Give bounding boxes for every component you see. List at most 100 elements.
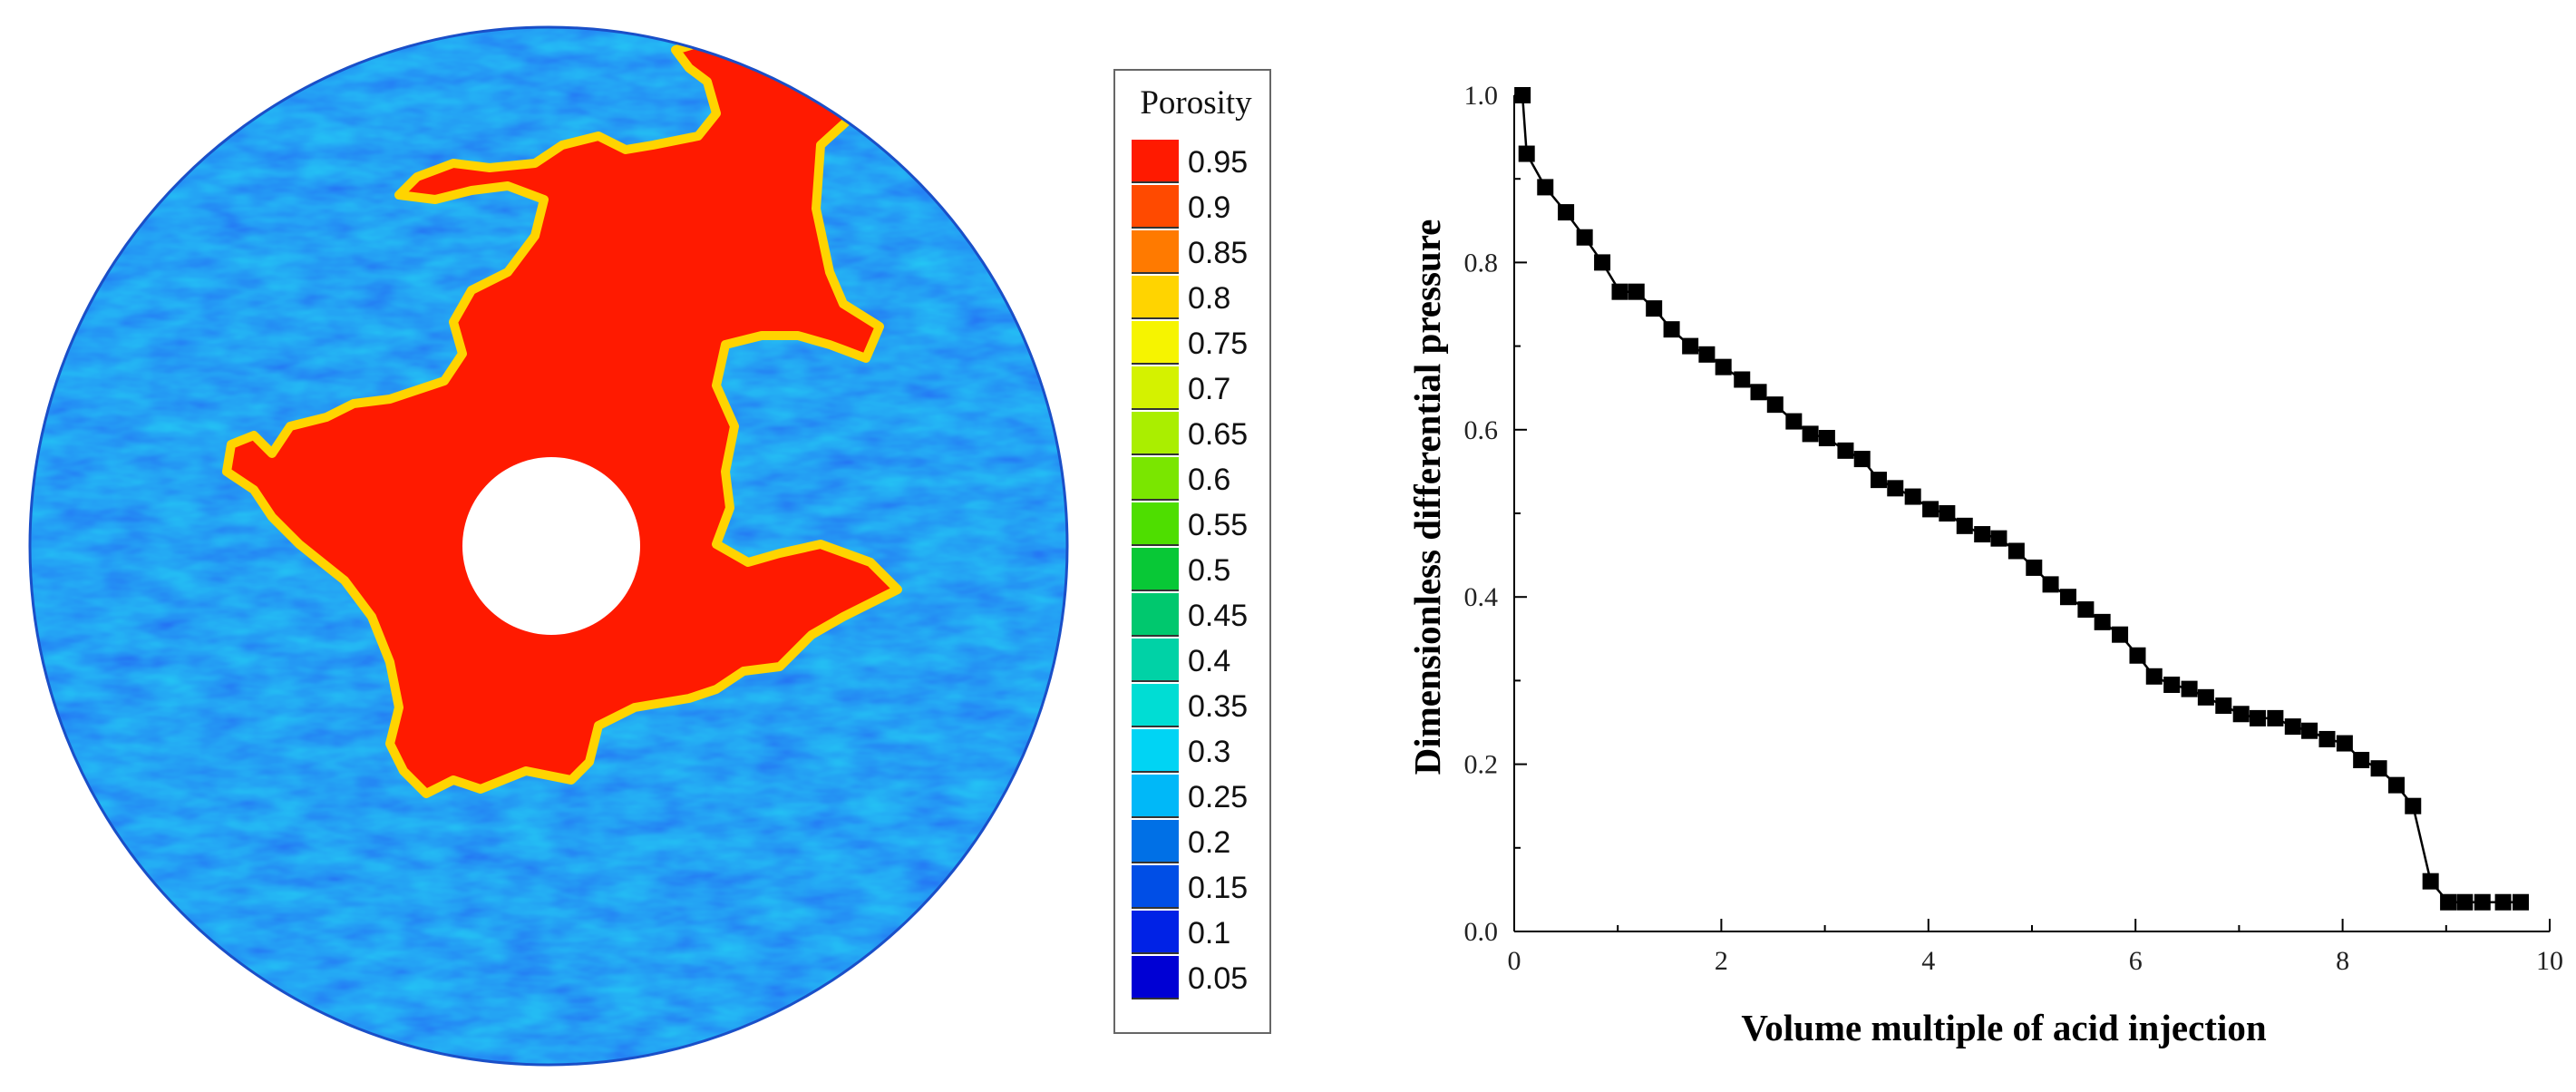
legend-entry: 0.4 [1132,639,1268,682]
legend-swatch [1132,775,1179,818]
data-point [2336,735,2353,752]
data-point [1537,179,1554,196]
legend-entry: 0.45 [1132,593,1268,637]
y-tick-label: 0.2 [1464,750,1499,780]
data-point [2387,776,2405,794]
data-point [2370,760,2387,777]
porosity-disk-plot [28,25,1069,1067]
legend-label: 0.2 [1188,825,1231,860]
legend-entry: 0.6 [1132,457,1268,501]
data-point [1956,517,1973,534]
x-axis-label: Volume multiple of acid injection [1741,1007,2267,1048]
data-point [1939,505,1956,522]
legend-swatch [1132,366,1179,410]
data-point [1750,384,1767,401]
legend-label: 0.7 [1188,372,1231,406]
legend-swatch [1132,502,1179,546]
x-tick-label: 10 [2536,946,2563,976]
legend-label: 0.15 [1188,871,1249,905]
data-point [2094,613,2111,630]
data-point [2145,668,2163,685]
legend-swatch [1132,140,1179,183]
data-point [1802,425,1819,443]
data-point [2163,677,2181,694]
porosity-legend: Porosity 0.95 0.9 0.85 0.8 0.75 0.7 0.65 0.6 0.5… [1113,69,1271,1034]
data-point [1682,337,1699,355]
data-point [2215,697,2232,715]
data-point [2440,893,2457,911]
legend-swatch [1132,639,1179,682]
y-tick-label: 0.0 [1464,917,1499,947]
legend-entry: 0.35 [1132,684,1268,727]
data-point [2197,688,2214,706]
series-line [1521,94,2521,903]
legend-label: 0.35 [1188,689,1249,724]
legend-label: 0.55 [1188,508,1249,542]
data-point [1576,229,1593,246]
legend-entry: 0.2 [1132,820,1268,863]
legend-entry: 0.1 [1132,911,1268,954]
data-point [1837,442,1854,459]
legend-label: 0.1 [1188,916,1231,951]
legend-entry: 0.85 [1132,230,1268,274]
data-point [1785,413,1803,430]
legend-swatch [1132,593,1179,637]
data-point [2284,718,2301,736]
data-point [1734,371,1751,388]
legend-label: 0.25 [1188,780,1249,814]
data-point [1887,480,1904,497]
data-point [2513,893,2530,911]
data-point [2267,709,2284,726]
legend-label: 0.3 [1188,735,1231,769]
y-tick-label: 0.8 [1464,248,1499,278]
data-point [1904,488,1921,505]
legend-swatch [1132,457,1179,501]
data-point [2181,680,2198,697]
legend-label: 0.05 [1188,961,1249,996]
data-point [2353,751,2370,768]
y-tick-label: 0.4 [1464,582,1499,612]
legend-label: 0.85 [1188,236,1249,270]
y-axis-label: Dimensionless differential pressure [1406,219,1448,775]
legend-entry: 0.3 [1132,729,1268,773]
y-tick-label: 0.6 [1464,415,1499,445]
data-point [1715,358,1732,375]
data-point [1663,321,1680,338]
dissolved-region [222,32,948,798]
data-point [1853,451,1871,468]
data-point [1818,430,1835,447]
data-point [2474,893,2491,911]
data-point [1518,145,1535,162]
legend-swatch [1132,185,1179,229]
data-point [1922,501,1939,518]
data-point [1974,526,1991,543]
x-tick-label: 2 [1715,946,1728,976]
legend-swatch [1132,412,1179,455]
data-point [1698,346,1716,363]
legend-entry: 0.05 [1132,956,1268,999]
legend-label: 0.65 [1188,417,1249,452]
data-point [2042,576,2059,593]
legend-swatch [1132,865,1179,909]
legend-swatch [1132,548,1179,591]
data-point [2422,873,2439,890]
legend-entry: 0.15 [1132,865,1268,909]
legend-label: 0.8 [1188,281,1231,316]
wellbore-hole [462,457,640,635]
data-point [2456,893,2474,911]
legend-entry: 0.5 [1132,548,1268,591]
legend-label: 0.9 [1188,190,1231,225]
legend-label: 0.6 [1188,463,1231,497]
chart-series [1514,87,2530,911]
data-point [1611,283,1628,300]
legend-entry: 0.95 [1132,140,1268,183]
legend-swatch [1132,230,1179,274]
legend-entry: 0.8 [1132,276,1268,319]
legend-label: 0.75 [1188,327,1249,361]
x-tick-label: 4 [1921,946,1935,976]
legend-entry: 0.55 [1132,502,1268,546]
data-point [1990,530,2007,547]
disk-outline [28,25,1069,1067]
legend-swatch [1132,956,1179,999]
